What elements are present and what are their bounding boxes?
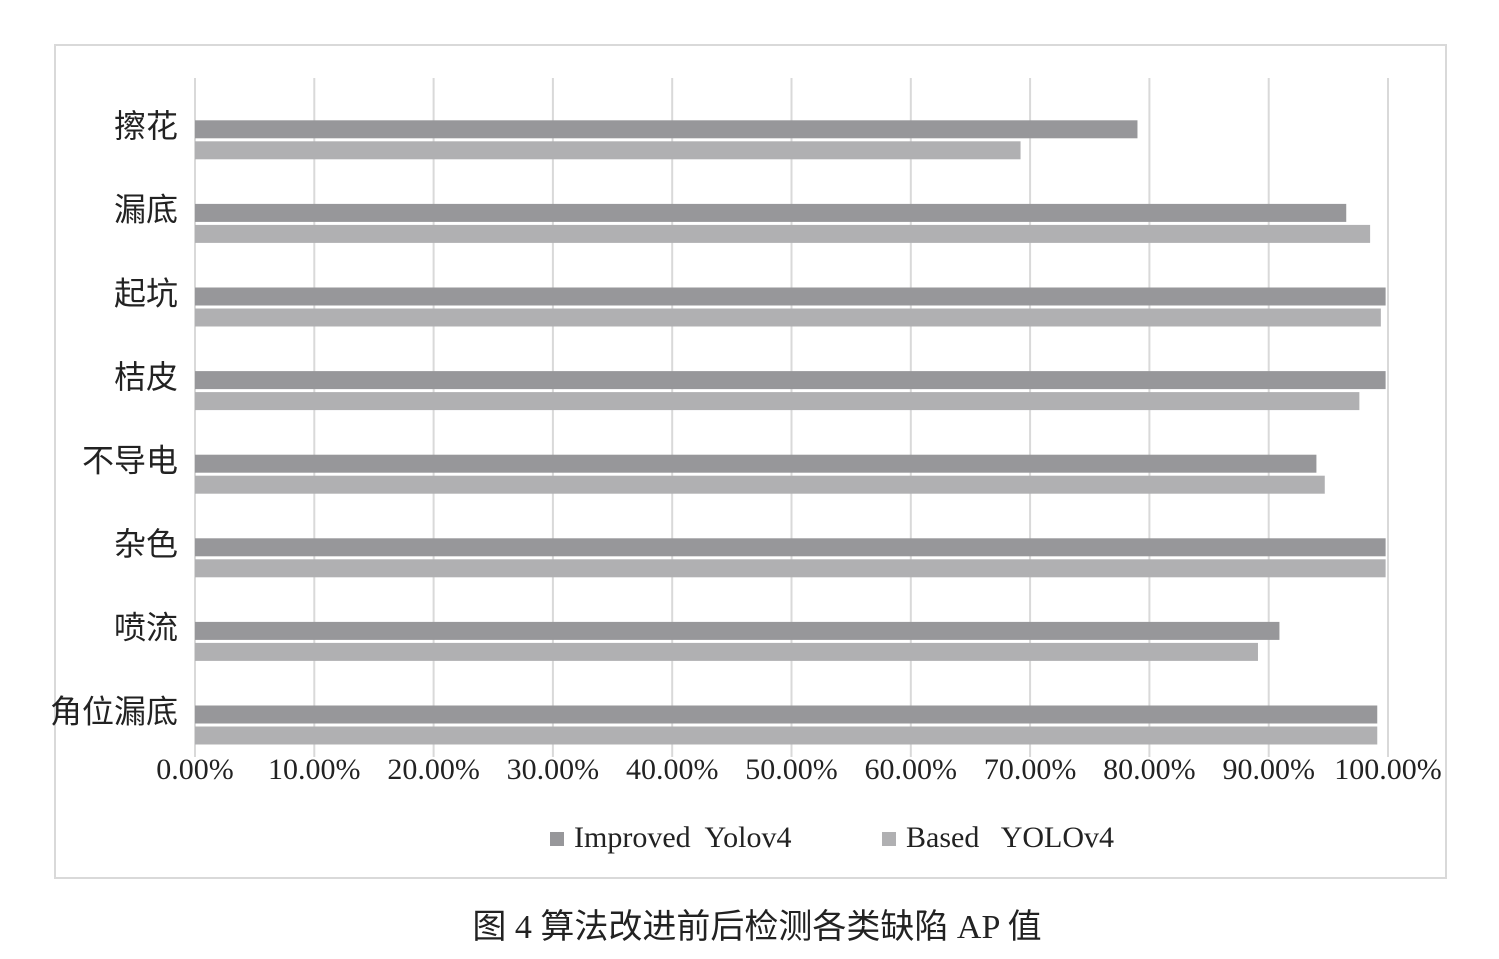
legend-label: Improved Yolov4: [574, 821, 792, 854]
bar: [195, 475, 1325, 494]
y-tick-label: 喷流: [114, 610, 178, 646]
x-tick-label: 50.00%: [745, 753, 838, 786]
x-tick-label: 60.00%: [865, 753, 958, 786]
y-tick-label: 杂色: [114, 526, 178, 562]
bar: [195, 224, 1371, 243]
bar: [195, 454, 1317, 473]
bar: [195, 203, 1347, 222]
bar: [195, 642, 1258, 661]
legend-label: Based YOLOv4: [906, 821, 1114, 854]
y-tick-label: 角位漏底: [50, 693, 178, 729]
bar: [195, 705, 1378, 724]
bar: [195, 371, 1386, 390]
x-tick-label: 20.00%: [387, 753, 480, 786]
y-tick-label: 桔皮: [114, 359, 178, 395]
x-tick-label: 90.00%: [1222, 753, 1315, 786]
x-tick-label: 0.00%: [156, 753, 234, 786]
caption: 图 4 算法改进前后检测各类缺陷 AP 值: [472, 908, 1041, 946]
bar: [195, 621, 1280, 640]
x-tick-label: 30.00%: [507, 753, 600, 786]
x-tick-label: 80.00%: [1103, 753, 1196, 786]
bar: [195, 538, 1386, 557]
bar: [195, 726, 1378, 745]
legend-swatch: [550, 832, 564, 846]
bar: [195, 120, 1138, 139]
bar: [195, 392, 1360, 411]
y-tick-label: 不导电: [82, 443, 178, 479]
x-tick-label: 100.00%: [1334, 753, 1442, 786]
chart-frame: [54, 44, 1447, 879]
x-tick-label: 40.00%: [626, 753, 719, 786]
bar: [195, 308, 1381, 327]
legend-swatch: [882, 832, 896, 846]
bar: [195, 141, 1021, 160]
y-tick-label: 擦花: [114, 108, 178, 144]
y-tick-label: 起坑: [114, 275, 178, 311]
bar: [195, 559, 1386, 578]
x-tick-label: 10.00%: [268, 753, 361, 786]
y-tick-label: 漏底: [114, 192, 178, 228]
bar: [195, 287, 1386, 306]
x-tick-label: 70.00%: [984, 753, 1077, 786]
